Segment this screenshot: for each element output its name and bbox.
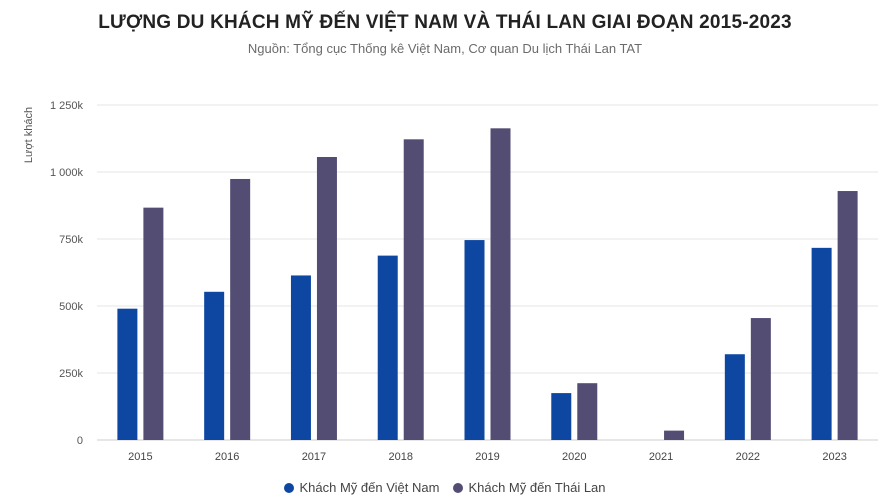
bar-thailand-2021[interactable] bbox=[664, 430, 685, 440]
bar-thailand-2023[interactable] bbox=[837, 191, 858, 440]
bar-thailand-2022[interactable] bbox=[750, 318, 771, 440]
bar-thailand-2020[interactable] bbox=[577, 383, 598, 440]
x-tick-label: 2021 bbox=[649, 451, 673, 463]
x-tick-label: 2019 bbox=[475, 451, 499, 463]
y-axis-ticks: 0 250k 500k 750k 1 000k 1 250k bbox=[50, 100, 84, 447]
bar-thailand-2017[interactable] bbox=[316, 156, 337, 440]
bar-vietnam-2019[interactable] bbox=[464, 240, 485, 440]
x-tick-label: 2020 bbox=[562, 451, 586, 463]
bar-vietnam-2018[interactable] bbox=[377, 255, 398, 440]
y-tick-label: 750k bbox=[59, 234, 83, 246]
bar-thailand-2015[interactable] bbox=[143, 207, 164, 440]
legend-marker-thailand bbox=[453, 482, 464, 493]
x-tick-label: 2023 bbox=[822, 451, 846, 463]
x-axis-ticks: 2015 2016 2017 2018 2019 2020 2021 2022 2023 bbox=[128, 451, 847, 463]
bar-vietnam-2022[interactable] bbox=[724, 354, 745, 440]
y-tick-label: 500k bbox=[59, 301, 83, 313]
bar-thailand-2016[interactable] bbox=[230, 178, 251, 440]
legend-item-vietnam[interactable]: Khách Mỹ đến Việt Nam bbox=[284, 480, 439, 495]
x-tick-label: 2016 bbox=[215, 451, 239, 463]
y-axis-label: Lượt khách bbox=[23, 107, 35, 163]
x-tick-label: 2015 bbox=[128, 451, 152, 463]
y-tick-label: 250k bbox=[59, 368, 83, 380]
bars bbox=[117, 128, 858, 441]
bar-vietnam-2023[interactable] bbox=[811, 247, 832, 440]
x-tick-label: 2018 bbox=[388, 451, 412, 463]
grid-lines bbox=[97, 104, 878, 441]
legend-item-thailand[interactable]: Khách Mỹ đến Thái Lan bbox=[453, 480, 606, 495]
legend-label-vietnam: Khách Mỹ đến Việt Nam bbox=[299, 480, 440, 495]
chart-subtitle: Nguồn: Tổng cục Thống kê Việt Nam, Cơ qu… bbox=[247, 41, 643, 56]
y-tick-label: 0 bbox=[77, 435, 83, 447]
x-tick-label: 2017 bbox=[302, 451, 326, 463]
bar-vietnam-2016[interactable] bbox=[204, 291, 225, 440]
y-tick-label: 1 250k bbox=[50, 100, 84, 112]
bar-vietnam-2017[interactable] bbox=[290, 275, 311, 440]
bar-thailand-2018[interactable] bbox=[403, 139, 424, 440]
bar-vietnam-2015[interactable] bbox=[117, 308, 138, 440]
x-tick-label: 2022 bbox=[736, 451, 760, 463]
legend-label-thailand: Khách Mỹ đến Thái Lan bbox=[468, 480, 606, 495]
legend: Khách Mỹ đến Việt Nam Khách Mỹ đến Thái … bbox=[0, 480, 890, 495]
bar-thailand-2019[interactable] bbox=[490, 128, 511, 441]
chart-title: LƯỢNG DU KHÁCH MỸ ĐẾN VIỆT NAM VÀ THÁI L… bbox=[98, 12, 792, 33]
y-tick-label: 1 000k bbox=[50, 167, 84, 179]
bar-vietnam-2020[interactable] bbox=[551, 393, 572, 440]
legend-marker-vietnam bbox=[284, 482, 295, 493]
